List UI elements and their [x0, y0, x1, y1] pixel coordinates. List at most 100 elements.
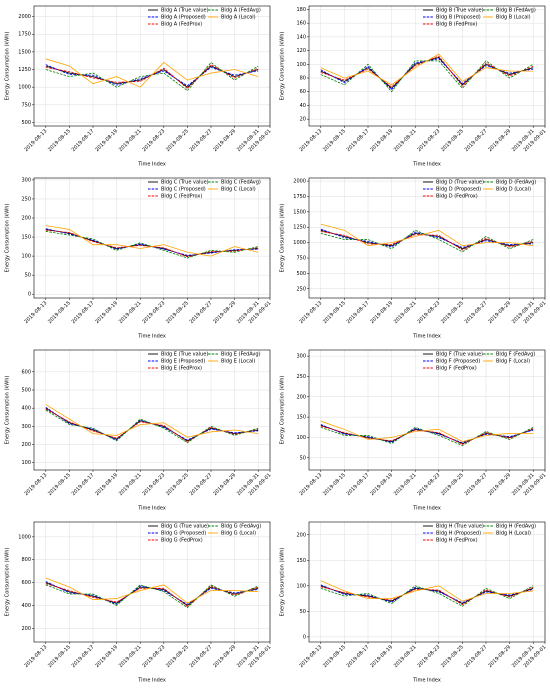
x-tick-label: 2019-08-15	[47, 300, 72, 325]
plot-frame	[308, 177, 546, 299]
x-tick-label: 2019-08-25	[165, 472, 190, 497]
legend-label: Bldg G (True value)	[161, 524, 209, 530]
y-tick-label: 200	[296, 532, 306, 538]
x-tick-label: 2019-08-15	[322, 644, 347, 669]
plot-frame	[33, 521, 271, 643]
x-tick-label: 2019-08-27	[464, 644, 489, 669]
x-tick-label: 2019-08-29	[487, 472, 512, 497]
y-tick-label: 0	[303, 634, 306, 640]
y-tick-label: 200	[21, 216, 31, 222]
x-tick-label: 2019-08-15	[322, 300, 347, 325]
x-axis-label: Time Index	[412, 678, 441, 684]
y-tick-label: 400	[21, 406, 31, 412]
x-tick-label: 2019-08-27	[464, 472, 489, 497]
x-tick-label: 2019-08-29	[212, 128, 237, 153]
x-tick-label: 2019-08-17	[346, 128, 371, 153]
y-axis-label: Energy Consumption (kWh)	[280, 204, 286, 273]
series-line	[320, 53, 534, 86]
x-tick-label: 2019-08-25	[165, 128, 190, 153]
series-line	[320, 426, 534, 447]
series-line	[45, 229, 259, 258]
y-tick-label: 50	[25, 273, 31, 279]
y-tick-label: 140	[296, 34, 306, 40]
x-tick-label: 2019-08-29	[487, 128, 512, 153]
legend-label: Bldg E (Local)	[221, 359, 255, 365]
y-tick-label: 600	[21, 580, 31, 586]
series-line	[320, 424, 534, 444]
x-tick-label: 2019-08-19	[94, 300, 119, 325]
plot-frame	[33, 349, 271, 471]
y-tick-label: 0	[28, 292, 31, 298]
x-tick-label: 2019-08-17	[71, 472, 96, 497]
series-line	[45, 404, 259, 438]
plot-frame	[308, 349, 546, 471]
legend-label: Bldg E (FedProx)	[161, 366, 202, 372]
y-tick-label: 200	[296, 394, 306, 400]
legend-label: Bldg G (FedAvg)	[221, 524, 261, 530]
x-tick-label: 2019-08-21	[118, 300, 143, 325]
y-axis-label: Energy Consumption (kWh)	[280, 32, 286, 101]
x-tick-label: 2019-08-15	[47, 644, 72, 669]
x-tick-label: 2019-08-15	[322, 472, 347, 497]
y-tick-label: 2000	[293, 179, 306, 185]
y-tick-label: 40	[300, 103, 306, 109]
legend-label: Bldg A (Local)	[221, 15, 256, 21]
x-tick-label: 2019-08-13	[23, 300, 48, 325]
y-tick-label: 800	[21, 557, 31, 563]
legend-label: Bldg D (True value)	[436, 180, 484, 186]
legend-label: Bldg D (FedAvg)	[496, 180, 536, 186]
y-axis-label: Energy Consumption (kWh)	[5, 376, 11, 445]
series-line	[320, 58, 534, 91]
x-tick-label: 2019-08-17	[71, 128, 96, 153]
x-axis-label: Time Index	[412, 334, 441, 340]
x-tick-label: 2019-08-13	[298, 472, 323, 497]
x-tick-label: 2019-08-17	[346, 644, 371, 669]
series-line	[45, 583, 259, 608]
y-tick-label: 100	[21, 460, 31, 466]
x-axis-label: Time Index	[137, 678, 166, 684]
y-tick-label: 1500	[293, 209, 306, 215]
x-tick-label: 2019-08-19	[94, 644, 119, 669]
x-axis-label: Time Index	[137, 506, 166, 512]
x-axis-label: Time Index	[412, 162, 441, 168]
legend-label: Bldg D (Proposed)	[436, 187, 481, 193]
x-tick-label: 2019-08-13	[298, 644, 323, 669]
legend-label: Bldg H (True value)	[436, 524, 484, 530]
y-tick-label: 2000	[18, 14, 31, 20]
y-tick-label: 1750	[18, 32, 31, 38]
y-tick-label: 100	[296, 435, 306, 441]
x-tick-label: 2019-08-27	[189, 472, 214, 497]
x-tick-label: 2019-08-13	[23, 644, 48, 669]
y-tick-label: 150	[296, 558, 306, 564]
x-tick-label: 2019-08-13	[298, 128, 323, 153]
y-axis-label: Energy Consumption (kWh)	[5, 204, 11, 273]
series-line	[45, 584, 259, 609]
x-tick-label: 2019-08-21	[393, 300, 418, 325]
y-tick-label: 50	[300, 455, 306, 461]
y-tick-label: 150	[21, 235, 31, 241]
y-tick-label: 750	[296, 256, 306, 262]
y-tick-label: 1000	[293, 240, 306, 246]
plot-frame	[33, 177, 271, 299]
y-axis-label: Energy Consumption (kWh)	[280, 548, 286, 617]
y-tick-label: 750	[21, 102, 31, 108]
legend-label: Bldg B (FedAvg)	[496, 8, 536, 14]
x-axis-label: Time Index	[137, 334, 166, 340]
legend-label: Bldg C (Local)	[221, 187, 256, 193]
legend-label: Bldg H (FedProx)	[436, 538, 478, 544]
y-tick-label: 150	[296, 415, 306, 421]
legend-label: Bldg G (FedProx)	[161, 538, 203, 544]
y-tick-label: 1250	[18, 67, 31, 73]
legend-label: Bldg F (True value)	[436, 352, 483, 358]
x-tick-label: 2019-08-23	[141, 128, 166, 153]
series-line	[320, 223, 534, 247]
x-tick-label: 2019-08-25	[165, 300, 190, 325]
y-tick-label: 1500	[18, 49, 31, 55]
series-line	[45, 61, 259, 92]
x-tick-label: 2019-08-15	[47, 472, 72, 497]
y-tick-label: 500	[21, 388, 31, 394]
legend-label: Bldg F (Proposed)	[436, 359, 480, 365]
x-tick-label: 2019-08-17	[71, 300, 96, 325]
y-tick-label: 200	[21, 442, 31, 448]
